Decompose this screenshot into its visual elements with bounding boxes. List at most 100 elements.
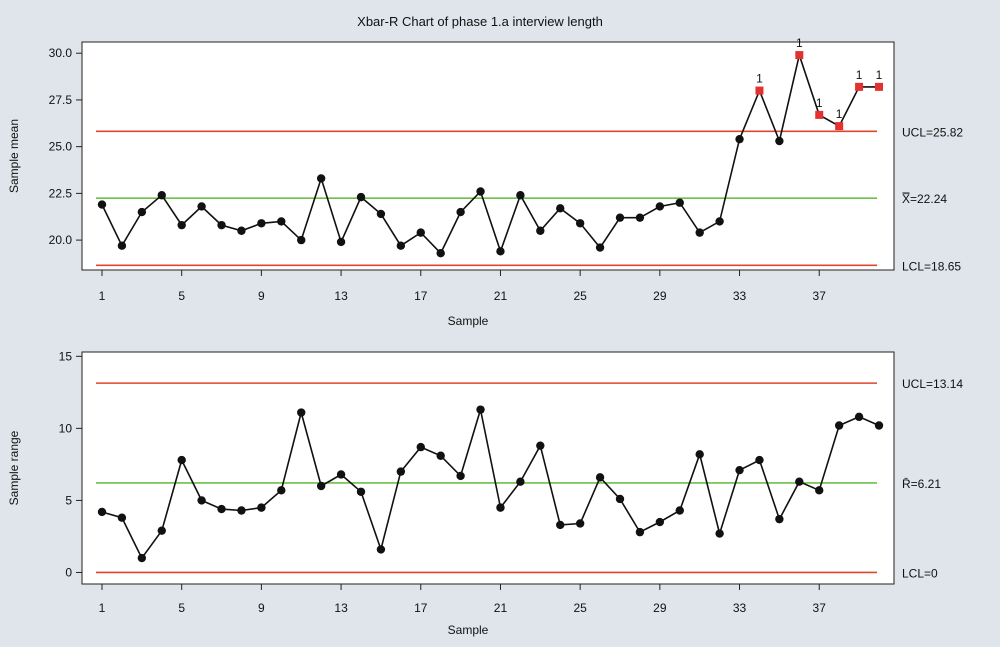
data-point xyxy=(376,209,386,219)
data-point xyxy=(476,187,485,196)
data-point xyxy=(874,421,884,430)
data-point xyxy=(655,517,665,527)
plot-area xyxy=(81,41,895,271)
data-point xyxy=(257,503,266,512)
data-point xyxy=(237,506,246,515)
data-point xyxy=(177,455,186,465)
lcl-label: LCL=0 xyxy=(902,566,938,580)
data-point xyxy=(456,207,465,217)
data-point xyxy=(97,200,107,209)
x-axis-label: Sample xyxy=(448,314,489,328)
data-point xyxy=(117,241,127,250)
out-of-control-flag: 1 xyxy=(796,36,803,50)
ucl-label: UCL=25.82 xyxy=(902,125,963,139)
x-tick-label: 21 xyxy=(494,289,508,303)
data-point xyxy=(496,247,505,256)
data-point xyxy=(675,506,684,515)
x-tick-label: 29 xyxy=(653,601,667,615)
data-point xyxy=(257,219,266,228)
data-point xyxy=(516,477,525,486)
data-point xyxy=(316,174,326,183)
y-tick-label: 10 xyxy=(59,421,73,435)
data-point xyxy=(615,494,625,504)
y-tick-label: 20.0 xyxy=(49,233,73,247)
data-point xyxy=(217,504,226,514)
x-tick-label: 1 xyxy=(99,601,106,615)
data-point xyxy=(277,217,286,226)
data-point xyxy=(416,442,425,452)
lcl-label: LCL=18.65 xyxy=(902,259,961,273)
data-point xyxy=(775,136,784,146)
data-point xyxy=(695,450,704,459)
data-point xyxy=(615,213,625,222)
y-tick-label: 22.5 xyxy=(49,186,73,200)
out-of-control-flag: 1 xyxy=(856,68,863,82)
ucl-label: UCL=13.14 xyxy=(902,377,963,391)
data-point xyxy=(297,408,306,417)
data-point xyxy=(516,191,525,200)
data-point xyxy=(356,487,366,496)
out-of-control-point xyxy=(795,51,804,60)
data-point xyxy=(157,526,166,535)
data-point xyxy=(536,226,545,235)
data-point xyxy=(795,477,804,486)
x-tick-label: 5 xyxy=(178,289,185,303)
data-point xyxy=(436,248,445,258)
data-point xyxy=(436,451,445,460)
data-point xyxy=(456,471,465,481)
x-tick-label: 21 xyxy=(494,601,508,615)
y-tick-label: 27.5 xyxy=(49,93,73,107)
data-point xyxy=(237,226,246,235)
y-tick-label: 5 xyxy=(65,493,72,507)
data-point xyxy=(376,545,386,554)
data-point xyxy=(137,207,147,217)
data-point xyxy=(815,486,824,495)
x-tick-label: 37 xyxy=(813,601,827,615)
data-point xyxy=(695,228,704,237)
data-point xyxy=(854,412,864,422)
data-point xyxy=(316,481,326,491)
x-tick-label: 9 xyxy=(258,289,265,303)
y-axis-label: Sample range xyxy=(7,430,21,505)
data-point xyxy=(635,527,645,537)
data-point xyxy=(635,213,645,222)
data-point xyxy=(775,514,784,524)
x-tick-label: 33 xyxy=(733,601,747,615)
x-tick-label: 9 xyxy=(258,601,265,615)
x-tick-label: 25 xyxy=(573,289,587,303)
x-tick-label: 1 xyxy=(99,289,106,303)
data-point xyxy=(177,220,186,230)
out-of-control-flag: 1 xyxy=(836,107,843,121)
data-point xyxy=(755,455,764,465)
data-point xyxy=(217,220,226,230)
data-point xyxy=(575,219,585,228)
data-point xyxy=(137,553,147,563)
out-of-control-flag: 1 xyxy=(876,68,883,82)
x-tick-label: 29 xyxy=(653,289,667,303)
data-point xyxy=(715,529,724,538)
data-point xyxy=(595,243,605,252)
data-point xyxy=(575,519,585,528)
center-label: R̄=6.21 xyxy=(902,477,941,491)
data-point xyxy=(416,228,425,237)
x-tick-label: 17 xyxy=(414,601,428,615)
data-point xyxy=(536,441,545,450)
data-point xyxy=(476,405,485,414)
xbar-panel: 20.0 22.5 25.0 27.5 30.0 1 5 9 13 17 21 25 29 33 37 Sam… xyxy=(7,36,963,328)
out-of-control-flag: 1 xyxy=(756,72,763,86)
data-point xyxy=(715,217,724,226)
out-of-control-point xyxy=(755,86,764,95)
data-point xyxy=(496,503,505,512)
chart-title: Xbar-R Chart of phase 1.a interview leng… xyxy=(357,14,603,29)
x-tick-label: 13 xyxy=(334,289,348,303)
data-point xyxy=(97,507,107,517)
data-point xyxy=(655,202,665,211)
y-tick-label: 30.0 xyxy=(49,46,73,60)
out-of-control-point xyxy=(875,82,883,91)
data-point xyxy=(336,470,346,479)
x-tick-label: 17 xyxy=(414,289,428,303)
data-point xyxy=(396,467,406,476)
